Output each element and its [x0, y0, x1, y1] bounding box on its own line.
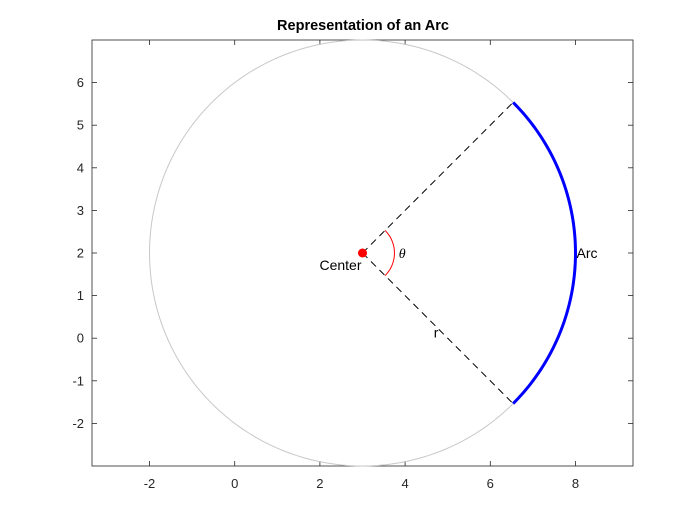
arc-label: Arc — [576, 245, 597, 261]
y-tick-label: -1 — [72, 373, 84, 388]
y-tick-label: -2 — [72, 416, 84, 431]
full-circle — [149, 39, 576, 467]
y-tick-label: 1 — [77, 288, 84, 303]
x-tick-label: 4 — [401, 476, 408, 491]
annotations: Center θ r Arc — [319, 245, 597, 340]
y-axis: -2 -1 0 1 2 3 4 5 6 — [72, 75, 633, 431]
angle-marker — [384, 230, 395, 276]
y-tick-label: 3 — [77, 203, 84, 218]
x-tick-label: 8 — [572, 476, 579, 491]
y-tick-label: 4 — [77, 160, 84, 175]
x-tick-label: -2 — [144, 476, 156, 491]
x-tick-label: 0 — [231, 476, 238, 491]
center-point — [358, 248, 367, 258]
arc-path — [512, 101, 577, 405]
x-tick-label: 2 — [316, 476, 323, 491]
y-tick-label: 5 — [77, 118, 84, 133]
y-tick-label: 2 — [77, 246, 84, 261]
y-tick-label: 6 — [77, 75, 84, 90]
theta-label: θ — [399, 247, 406, 262]
x-tick-label: 6 — [487, 476, 494, 491]
arc-geometry — [149, 39, 577, 467]
radius-label: r — [434, 324, 439, 340]
figure-title: Representation of an Arc — [277, 18, 449, 34]
center-label: Center — [319, 257, 361, 273]
y-tick-label: 0 — [77, 331, 84, 346]
x-axis: -2 0 2 4 6 8 — [144, 40, 579, 491]
